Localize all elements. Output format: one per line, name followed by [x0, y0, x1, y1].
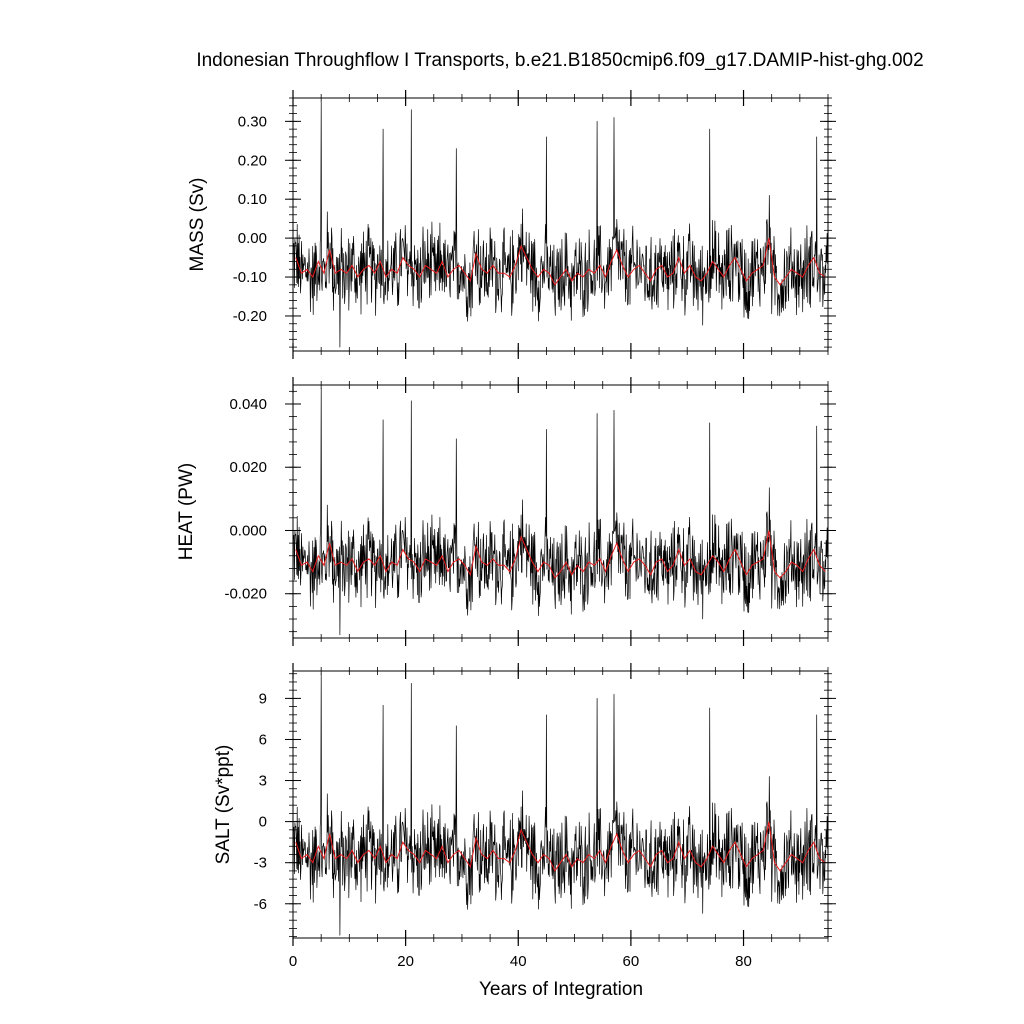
y-tick-label: 6 [259, 731, 267, 748]
x-tick-label: 80 [735, 953, 752, 970]
monthly-series-line [292, 673, 828, 936]
y-tick-label: -0.10 [233, 269, 267, 286]
y-tick-label: 0.040 [229, 396, 267, 413]
y-tick-label: 0.000 [229, 522, 267, 539]
y-tick-label: 0 [259, 814, 267, 831]
monthly-series-line [292, 387, 828, 636]
y-tick-label: 0.10 [238, 191, 267, 208]
panel-3: -6 -3 0 3 6 9 SALT (Sv*ppt) 0 20 40 60 80 [213, 663, 836, 970]
y-tick-label: 3 [259, 773, 267, 790]
y-tick-label: 9 [259, 690, 267, 707]
annual-mean-line [295, 237, 826, 286]
panel-2: -0.020 0.000 0.020 0.040 HEAT (PW) [176, 377, 836, 646]
chart-title: Indonesian Throughflow I Transports, b.e… [196, 50, 923, 71]
y-axis-label: HEAT (PW) [176, 463, 197, 560]
plot-frame [292, 384, 829, 639]
x-tick-label: 20 [397, 953, 414, 970]
y-tick-label: -3 [254, 855, 267, 872]
y-tick-label: -6 [254, 896, 267, 913]
y-tick-label: 0.20 [238, 152, 267, 169]
y-tick-label: 0.00 [238, 230, 267, 247]
x-tick-label: 60 [623, 953, 640, 970]
y-axis-label: SALT (Sv*ppt) [213, 745, 234, 865]
plot-frame [292, 97, 829, 352]
y-tick-label: 0.30 [238, 113, 267, 130]
y-tick-label: 0.020 [229, 459, 267, 476]
plot-frame [292, 670, 829, 939]
y-tick-label: -0.20 [233, 308, 267, 325]
annual-mean-line [295, 821, 826, 872]
annual-mean-line [295, 530, 826, 579]
panel-1: -0.20 -0.10 0.00 0.10 0.20 0.30 MASS (Sv) [187, 90, 836, 359]
x-tick-label: 40 [510, 953, 527, 970]
monthly-series-line [292, 101, 828, 348]
y-axis-label: MASS (Sv) [187, 178, 208, 272]
x-axis-label: Years of Integration [479, 979, 643, 1000]
x-tick-label: 0 [289, 953, 297, 970]
y-tick-label: -0.020 [224, 586, 267, 603]
